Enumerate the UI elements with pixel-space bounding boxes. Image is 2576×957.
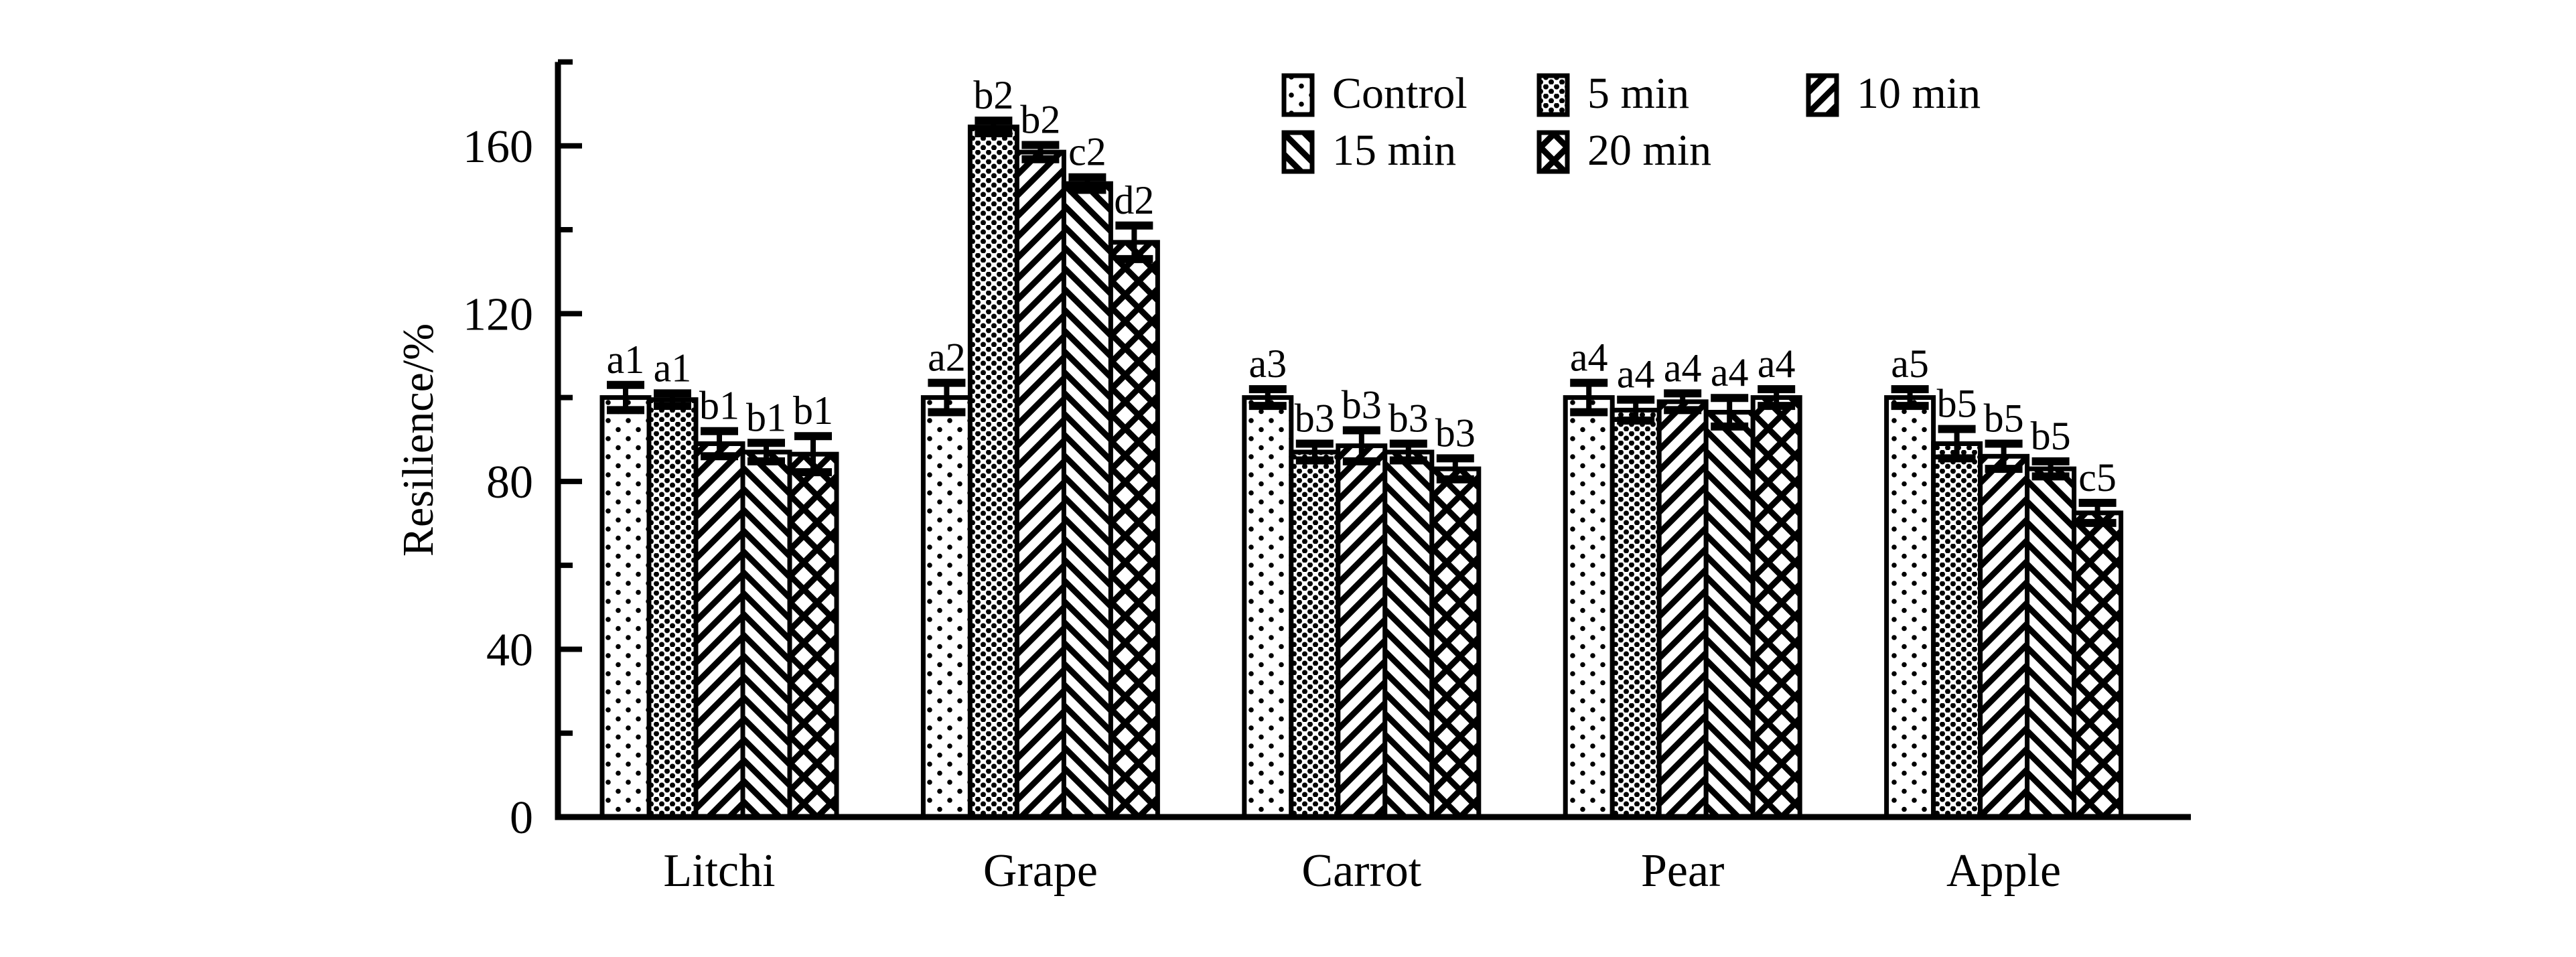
bar-carrot-10-min bbox=[1336, 443, 1388, 820]
y-tick-label: 0 bbox=[510, 792, 533, 844]
significance-label: b5 bbox=[2031, 414, 2071, 458]
bar-carrot-15-min bbox=[1382, 449, 1435, 820]
significance-label: b3 bbox=[1435, 411, 1476, 455]
bar-pear-20-min bbox=[1750, 395, 1802, 820]
bar-apple-10-min bbox=[1978, 453, 2030, 820]
bar-apple-15-min bbox=[2025, 466, 2077, 820]
significance-label: a4 bbox=[1711, 350, 1749, 394]
y-axis-title: Resilience/% bbox=[394, 323, 443, 557]
significance-label: a4 bbox=[1570, 336, 1608, 380]
y-tick-label: 120 bbox=[463, 289, 533, 340]
significance-label: b5 bbox=[1937, 382, 1977, 426]
legend-item-control-label: Control bbox=[1332, 69, 1468, 118]
bar-grape-15-min bbox=[1061, 181, 1113, 820]
significance-label: d2 bbox=[1114, 178, 1154, 222]
bar-litchi-20-min bbox=[787, 451, 839, 820]
legend-item-20-min-label: 20 min bbox=[1587, 126, 1711, 175]
bar-litchi-5-min bbox=[646, 397, 699, 820]
significance-label: b2 bbox=[1020, 98, 1060, 142]
bar-pear-control bbox=[1563, 395, 1615, 820]
significance-label: a4 bbox=[1758, 342, 1796, 386]
significance-label: a4 bbox=[1617, 352, 1655, 396]
significance-label: b3 bbox=[1295, 396, 1335, 441]
legend-item-15-min-label: 15 min bbox=[1332, 126, 1456, 175]
legend: Control 5 min 10 min 15 min 20 min bbox=[1281, 69, 1981, 175]
significance-label: c2 bbox=[1068, 130, 1106, 174]
bar-litchi-control bbox=[599, 395, 652, 820]
bar-pear-10-min bbox=[1656, 399, 1709, 820]
significance-label: b3 bbox=[1388, 396, 1429, 441]
category-label-litchi: Litchi bbox=[663, 845, 775, 897]
category-label-carrot: Carrot bbox=[1301, 845, 1421, 897]
significance-label: a1 bbox=[607, 338, 645, 382]
bar-carrot-control bbox=[1242, 395, 1294, 820]
bar-litchi-15-min bbox=[740, 449, 792, 820]
bar-carrot-20-min bbox=[1429, 466, 1482, 820]
axes-layer bbox=[555, 59, 2191, 820]
legend-item-10-min-label: 10 min bbox=[1857, 69, 1981, 118]
bar-grape-control bbox=[920, 395, 973, 820]
bar-litchi-10-min bbox=[693, 441, 745, 820]
significance-label: a1 bbox=[654, 346, 692, 390]
bar-grape-20-min bbox=[1108, 240, 1160, 820]
error-bars-layer bbox=[607, 117, 2117, 527]
legend-item-control-swatch bbox=[1281, 73, 1315, 117]
significance-label: a2 bbox=[928, 336, 966, 380]
legend-item-20-min-swatch bbox=[1536, 130, 1570, 174]
legend-item-5-min-swatch bbox=[1536, 73, 1570, 117]
significance-label: b1 bbox=[793, 388, 833, 433]
bar-carrot-5-min bbox=[1289, 449, 1341, 820]
bar-grape-5-min bbox=[967, 125, 1019, 820]
y-tick-label: 80 bbox=[486, 457, 533, 508]
significance-label: a5 bbox=[1891, 342, 1929, 386]
significance-label: a3 bbox=[1248, 342, 1287, 386]
legend-item-10-min-swatch bbox=[1806, 73, 1839, 117]
significance-label: c5 bbox=[2078, 455, 2117, 500]
bar-grape-10-min bbox=[1014, 149, 1066, 820]
significance-label: b2 bbox=[973, 73, 1013, 117]
significance-label: b5 bbox=[1984, 396, 2024, 441]
bar-pear-5-min bbox=[1609, 407, 1662, 820]
bar-apple-5-min bbox=[1931, 441, 1983, 820]
legend-item-15-min-swatch bbox=[1281, 130, 1315, 174]
significance-label: b1 bbox=[746, 395, 786, 439]
y-tick-label: 160 bbox=[463, 121, 533, 173]
significance-label: b1 bbox=[699, 384, 739, 428]
category-label-pear: Pear bbox=[1641, 845, 1724, 897]
y-tick-label: 40 bbox=[486, 624, 533, 676]
category-label-apple: Apple bbox=[1946, 845, 2061, 897]
significance-label: b3 bbox=[1342, 382, 1382, 427]
bar-apple-20-min bbox=[2072, 510, 2124, 820]
legend-item-5-min-label: 5 min bbox=[1587, 69, 1689, 118]
category-label-grape: Grape bbox=[983, 845, 1098, 897]
significance-label: a4 bbox=[1664, 346, 1702, 390]
bar-pear-15-min bbox=[1703, 410, 1756, 820]
bar-apple-control bbox=[1884, 395, 1936, 820]
